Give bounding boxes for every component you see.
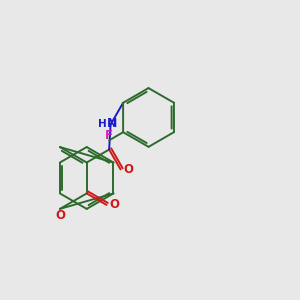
Text: O: O (110, 198, 120, 212)
Text: N: N (107, 117, 118, 130)
Text: H: H (98, 118, 107, 129)
Text: O: O (124, 163, 134, 176)
Text: F: F (105, 129, 113, 142)
Text: O: O (55, 209, 65, 222)
